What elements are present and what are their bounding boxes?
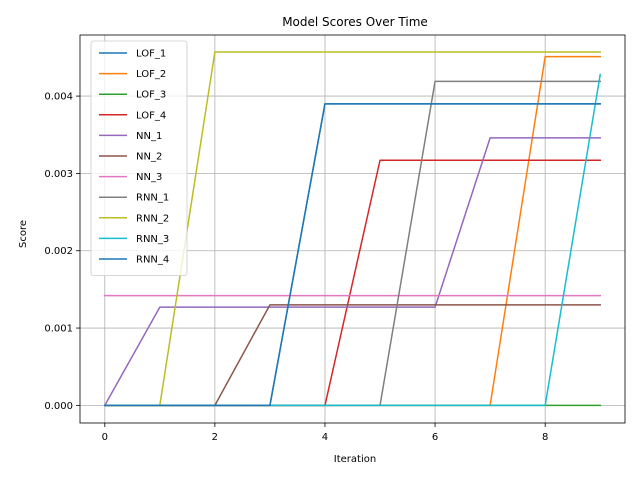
chart-title: Model Scores Over Time: [282, 15, 428, 29]
x-tick-label: 2: [212, 432, 218, 443]
series-line-nn-1: [103, 137, 601, 407]
y-tick-label: 0.001: [44, 324, 73, 335]
legend: LOF_1 LOF_2 LOF_3 LOF_4 NN_1 NN_2 NN_3 RNN_1 RNN…: [90, 40, 188, 277]
y-tick-label: 0.004: [44, 92, 73, 103]
legend-label: NN_3: [136, 172, 162, 183]
x-tick-label: 6: [432, 432, 438, 443]
y-tick-label: 0.003: [44, 169, 73, 180]
legend-box: [90, 40, 188, 277]
y-axis-label: Score: [18, 220, 29, 248]
plot-frame: [79, 34, 626, 424]
series-lines: [103, 51, 602, 407]
legend-label: RNN_2: [136, 213, 169, 224]
series-line-rnn-4: [104, 103, 601, 407]
y-tick-label: 0.002: [44, 246, 73, 257]
legend-label: LOF_2: [136, 69, 166, 80]
legend-label: RNN_3: [136, 234, 169, 245]
x-axis-label: Iteration: [334, 454, 376, 465]
x-axis-ticks: 0 2 4 6 8: [102, 423, 548, 443]
y-tick-label: 0.000: [44, 401, 73, 412]
legend-label: RNN_4: [136, 255, 169, 266]
legend-label: NN_1: [136, 131, 162, 142]
legend-label: NN_2: [136, 152, 162, 163]
y-axis-ticks: 0.000 0.001 0.002 0.003 0.004: [44, 92, 80, 412]
legend-label: LOF_4: [136, 110, 166, 121]
x-tick-label: 4: [322, 432, 328, 443]
legend-label: LOF_1: [136, 49, 166, 60]
legend-label: RNN_1: [136, 193, 169, 204]
legend-label: LOF_3: [136, 90, 166, 101]
x-tick-label: 8: [542, 432, 548, 443]
x-tick-label: 0: [102, 432, 108, 443]
